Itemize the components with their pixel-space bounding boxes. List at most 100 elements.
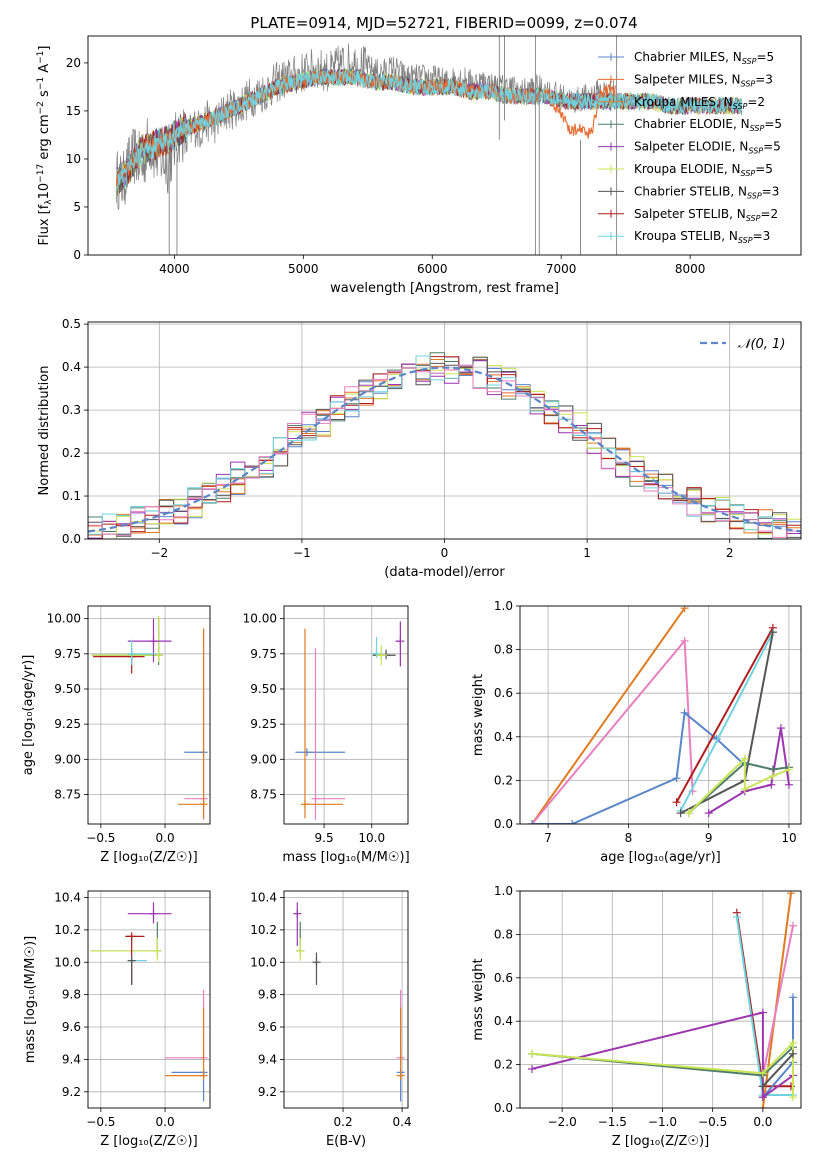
y-tick-label: 9.75 xyxy=(54,647,81,661)
x-axis-label: E(B-V) xyxy=(326,1134,366,1149)
y-tick-label: 9.6 xyxy=(258,1020,277,1034)
legend-label: Salpeter MILES, NSSP=3 xyxy=(634,72,773,88)
y-tick-label: 0.2 xyxy=(494,1058,513,1072)
weight-series-line xyxy=(531,638,694,824)
x-axis-label: Z [log₁₀(Z/Z☉)] xyxy=(100,850,197,865)
y-tick-label: 20 xyxy=(66,56,81,70)
weight-series-line xyxy=(532,710,746,824)
x-tick-label: 0.0 xyxy=(753,1115,772,1129)
legend-subscript: SSP xyxy=(747,191,762,200)
x-tick-label: 0.2 xyxy=(334,1115,353,1129)
y-tick-label: 0.4 xyxy=(494,730,513,744)
y-tick-label: 0.4 xyxy=(494,1014,513,1028)
y-tick-label: 10.2 xyxy=(54,923,81,937)
y-tick-label: 10.0 xyxy=(54,955,81,969)
x-axis-label: (data-model)/error xyxy=(384,565,505,580)
y-tick-label: 0.8 xyxy=(494,927,513,941)
y-label-part: erg cm xyxy=(37,114,52,163)
panel-z-vs-age: −0.5 0.0 8.75 9.00 9.25 9.50 9.75 10.00 Z [log₁₀… xyxy=(21,605,211,865)
weight-series-line xyxy=(675,627,774,803)
y-tick-label: 0.0 xyxy=(494,817,513,831)
y-tick-label: 9.4 xyxy=(62,1052,81,1066)
legend-subscript: SSP xyxy=(750,124,765,133)
x-tick-label: 10.0 xyxy=(358,831,385,845)
weight-series-line xyxy=(761,925,794,1076)
x-tick-label: −1.5 xyxy=(598,1115,627,1129)
y-tick-label: 0 xyxy=(73,248,81,262)
y-tick-label: 1.0 xyxy=(494,884,513,898)
histogram-kroupa_stelib xyxy=(88,355,801,539)
x-tick-label: 7 xyxy=(544,831,552,845)
plot-area xyxy=(528,891,797,1108)
y-tick-label: 0.1 xyxy=(62,489,81,503)
y-tick-label: 9.50 xyxy=(54,682,81,696)
y-tick-label: 5 xyxy=(73,200,81,214)
y-label-part: −2 xyxy=(36,101,46,114)
x-tick-label: 0.0 xyxy=(156,831,175,845)
model-spectrum-kroupa_stelib-top xyxy=(115,69,743,191)
y-tick-label: 9.75 xyxy=(250,647,277,661)
x-tick-label: 2 xyxy=(726,546,734,560)
y-tick-label: 9.50 xyxy=(250,682,277,696)
y-tick-label: 0.0 xyxy=(62,532,81,546)
y-tick-label: 9.25 xyxy=(54,717,81,731)
x-tick-label: 9.5 xyxy=(315,831,334,845)
weight-series-line xyxy=(687,761,790,814)
y-tick-label: 0.6 xyxy=(494,686,513,700)
axes-frame xyxy=(87,35,802,256)
y-tick-label: 9.4 xyxy=(258,1052,277,1066)
legend-suffix: =3 xyxy=(755,72,773,86)
legend-suffix: =2 xyxy=(747,95,765,109)
axes-frame xyxy=(87,605,211,825)
normal-curve xyxy=(88,366,801,533)
legend-suffix: =5 xyxy=(755,162,773,176)
y-label-part: ] xyxy=(37,46,52,51)
weight-series-line xyxy=(762,1053,794,1087)
panel-z-vs-mass: −0.5 0.0 9.2 9.4 9.6 9.8 10.0 10.2 10.4 Z [log₁₀(… xyxy=(23,890,211,1149)
y-label-part: −17 xyxy=(36,164,46,183)
plot-area xyxy=(293,902,405,1102)
axes-frame xyxy=(283,605,409,825)
y-axis-label: mass weight xyxy=(471,958,486,1040)
axes-frame xyxy=(87,890,211,1109)
legend-label: Salpeter STELIB, NSSP=2 xyxy=(634,207,778,223)
legend-subscript: SSP xyxy=(746,214,761,223)
y-tick-label: 0.5 xyxy=(62,317,81,331)
histogram-salpeter_stelib xyxy=(88,356,801,539)
figure-title: PLATE=0914, MJD=52721, FIBERID=0099, z=0… xyxy=(250,14,637,32)
x-tick-label: 5000 xyxy=(288,262,319,276)
y-tick-label: 0.3 xyxy=(62,403,81,417)
legend-label: Kroupa MILES, NSSP=2 xyxy=(634,95,765,111)
plot-area xyxy=(91,615,208,820)
y-tick-label: 10 xyxy=(66,152,81,166)
x-axis-label: Z [log₁₀(Z/Z☉)] xyxy=(612,1134,709,1149)
y-tick-label: 0.4 xyxy=(62,360,81,374)
legend-label: Chabrier ELODIE, NSSP=5 xyxy=(634,117,782,133)
y-label-part: Flux [f xyxy=(37,204,52,245)
legend-text: Kroupa STELIB, N xyxy=(634,229,738,243)
axes-frame xyxy=(283,890,409,1109)
x-tick-label: −2.0 xyxy=(548,1115,577,1129)
panel-z-vs-weight: −2.0 −1.5 −1.0 −0.5 0.0 0.0 0.2 0.4 0.6 0.8 1.0 Z [… xyxy=(471,884,802,1149)
axes-frame xyxy=(519,890,802,1109)
legend-suffix: =5 xyxy=(764,117,782,131)
y-label-part: λ xyxy=(44,199,54,205)
legend-text: Kroupa MILES, N xyxy=(634,95,733,109)
y-tick-label: 8.75 xyxy=(54,787,81,801)
legend-text: Kroupa ELODIE, N xyxy=(634,162,741,176)
x-tick-label: 7000 xyxy=(546,262,577,276)
panel-spectrum: 4000 5000 6000 7000 8000 0 5 10 15 20 wavelength [… xyxy=(36,35,802,296)
y-label-part: s xyxy=(37,90,52,101)
legend-text: Salpeter ELODIE, N xyxy=(634,140,748,154)
y-tick-label: 0.8 xyxy=(494,643,513,657)
legend-text: Salpeter MILES, N xyxy=(634,72,741,86)
y-tick-label: 0.2 xyxy=(62,446,81,460)
y-tick-label: 10.00 xyxy=(47,612,81,626)
y-tick-label: 0.6 xyxy=(494,971,513,985)
x-tick-label: 0.0 xyxy=(156,1115,175,1129)
legend-subscript: SSP xyxy=(741,169,756,178)
y-tick-label: 10.2 xyxy=(250,923,277,937)
panel-mass-vs-age: 9.5 10.0 8.75 9.00 9.25 9.50 9.75 10.00 mass [lo… xyxy=(243,605,410,865)
